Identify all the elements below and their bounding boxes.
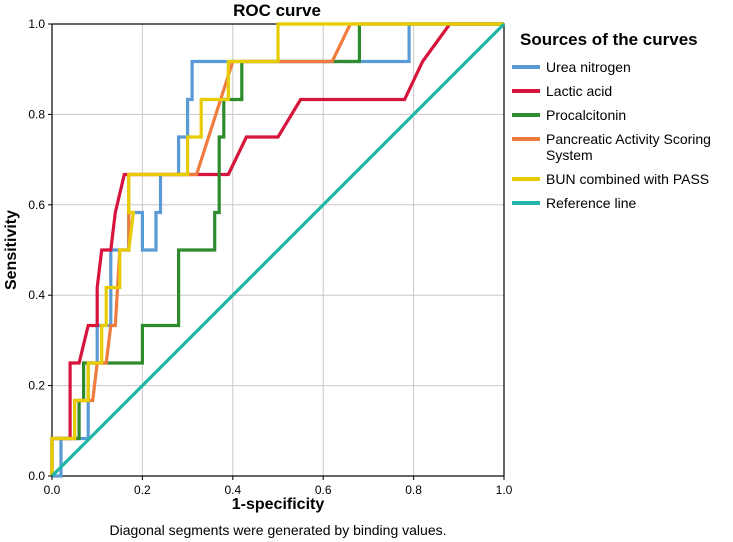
series-lines bbox=[50, 22, 506, 478]
legend-label: Urea nitrogen bbox=[546, 59, 631, 75]
series-line-bun-combined-with-pass bbox=[50, 22, 504, 476]
series-line-reference-line bbox=[50, 22, 506, 478]
y-axis-label: Sensitivity bbox=[3, 210, 20, 290]
x-axis-label: 1-specificity bbox=[232, 496, 325, 513]
legend-label: Procalcitonin bbox=[546, 107, 626, 123]
legend-title: Sources of the curves bbox=[520, 30, 698, 49]
y-tick-label: 0.4 bbox=[28, 288, 45, 302]
series-line-lactic-acid bbox=[50, 22, 504, 476]
y-tick-label: 0.8 bbox=[28, 107, 45, 121]
x-tick-label: 0.4 bbox=[224, 483, 241, 497]
y-tick-label: 0.2 bbox=[28, 379, 45, 393]
footnote: Diagonal segments were generated by bind… bbox=[110, 522, 447, 538]
legend-label: Lactic acid bbox=[546, 83, 612, 99]
chart-title: ROC curve bbox=[233, 1, 321, 20]
x-tick-label: 0.8 bbox=[405, 483, 422, 497]
legend-label: BUN combined with PASS bbox=[546, 171, 709, 187]
legend-label: Reference line bbox=[546, 195, 636, 211]
x-tick-label: 1.0 bbox=[496, 483, 513, 497]
legend-item-reference-line: Reference line bbox=[512, 195, 636, 211]
legend-item-procalcitonin: Procalcitonin bbox=[512, 107, 626, 123]
legend-label: Pancreatic Activity Scoring bbox=[546, 131, 711, 147]
legend-item-bun-combined-with-pass: BUN combined with PASS bbox=[512, 171, 709, 187]
y-tick-label: 0.0 bbox=[28, 469, 45, 483]
y-tick-label: 0.6 bbox=[28, 198, 45, 212]
y-tick-label: 1.0 bbox=[28, 17, 45, 31]
x-tick-label: 0.2 bbox=[134, 483, 151, 497]
x-tick-label: 0.0 bbox=[44, 483, 61, 497]
legend: Urea nitrogen Lactic acid Procalcitonin Pan… bbox=[512, 59, 711, 211]
legend-label: System bbox=[546, 147, 593, 163]
legend-item-lactic-acid: Lactic acid bbox=[512, 83, 612, 99]
axis-ticks: 0.0 0.2 0.4 0.6 0.8 1.0 0.0 0.2 0.4 0.6 0.8 1.0 bbox=[28, 17, 512, 497]
x-tick-label: 0.6 bbox=[315, 483, 332, 497]
legend-item-urea-nitrogen: Urea nitrogen bbox=[512, 59, 631, 75]
